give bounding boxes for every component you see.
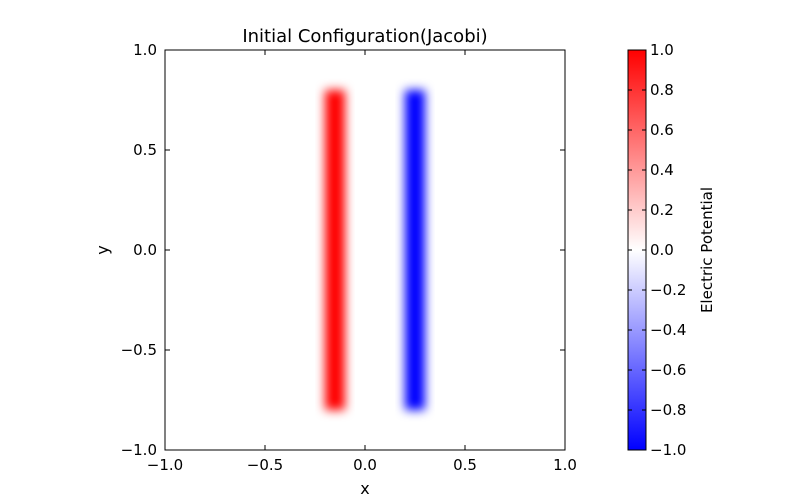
colorbar-tick-label: 1.0 xyxy=(650,41,674,59)
plot-area: −1.0 −0.5 0.0 0.5 1.0 −1.0 −0.5 0.0 0.5 1.0 xyxy=(121,41,577,474)
colorbar-tick-label: −0.6 xyxy=(650,361,686,379)
y-axis-label: y xyxy=(93,245,112,254)
y-axis: −1.0 −0.5 0.0 0.5 1.0 xyxy=(121,41,565,459)
y-tick-label: −1.0 xyxy=(121,441,157,459)
colorbar-tick-label: 0.6 xyxy=(650,121,674,139)
heatmap-regions xyxy=(325,90,425,410)
x-tick-label: 1.0 xyxy=(553,456,577,474)
colorbar-tick-label: −1.0 xyxy=(650,441,686,459)
x-tick-label: −1.0 xyxy=(147,456,183,474)
colorbar-tick-label: −0.4 xyxy=(650,321,686,339)
colorbar-tick-label: 0.2 xyxy=(650,201,674,219)
colorbar-label: Electric Potential xyxy=(698,187,716,313)
x-axis-label: x xyxy=(360,479,369,498)
y-tick-label: 0.5 xyxy=(133,141,157,159)
colorbar-ticks: −1.0 −0.8 −0.6 −0.4 −0.2 0.0 0.2 0.4 0.6 0.8 1.0 xyxy=(628,41,686,459)
colorbar-tick-label: 0.8 xyxy=(650,81,674,99)
colorbar-tick-label: −0.8 xyxy=(650,401,686,419)
y-tick-label: 0.0 xyxy=(133,241,157,259)
x-tick-label: −0.5 xyxy=(247,456,283,474)
colorbar: −1.0 −0.8 −0.6 −0.4 −0.2 0.0 0.2 0.4 0.6 0.8 1.0 E… xyxy=(627,41,716,459)
x-tick-label: 0.0 xyxy=(353,456,377,474)
y-tick-label: −0.5 xyxy=(121,341,157,359)
colorbar-tick-label: −0.2 xyxy=(650,281,686,299)
x-axis: −1.0 −0.5 0.0 0.5 1.0 xyxy=(147,50,577,474)
heatmap-region-positive-plate xyxy=(325,90,345,410)
heatmap-region-negative-plate xyxy=(405,90,425,410)
colorbar-tick-label: 0.4 xyxy=(650,161,674,179)
colorbar-tick-label: 0.0 xyxy=(650,241,674,259)
x-tick-label: 0.5 xyxy=(453,456,477,474)
y-tick-label: 1.0 xyxy=(133,41,157,59)
chart-title: Initial Configuration(Jacobi) xyxy=(242,26,487,47)
